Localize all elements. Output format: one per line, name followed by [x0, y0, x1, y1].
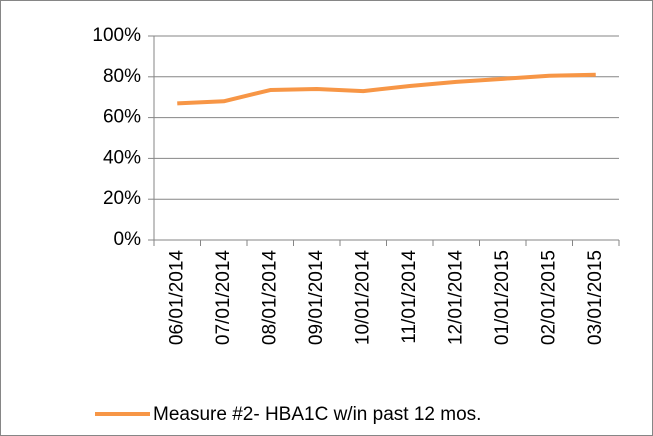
legend-label: Measure #2- HBA1C w/in past 12 mos.: [153, 404, 481, 425]
y-tick-label: 0%: [114, 229, 142, 250]
y-tick-label: 100%: [92, 25, 141, 46]
data-line: [177, 72, 596, 106]
y-tick-label: 40%: [103, 147, 141, 168]
y-tick-label: 20%: [103, 188, 141, 209]
x-tick-label: 10/01/2014: [352, 250, 373, 346]
x-tick-label: 12/01/2014: [445, 250, 466, 346]
x-tick-label: 09/01/2014: [306, 250, 327, 346]
x-tick-label: 01/01/2015: [492, 250, 513, 345]
x-tick-label: 06/01/2014: [166, 250, 187, 346]
x-tick-label: 07/01/2014: [213, 250, 234, 346]
x-tick-label: 03/01/2015: [585, 250, 606, 345]
x-tick-label: 08/01/2014: [259, 250, 280, 346]
y-tick-label: 60%: [103, 107, 141, 128]
x-tick-label: 02/01/2015: [538, 250, 559, 345]
x-tick-label: 11/01/2014: [399, 250, 420, 344]
y-tick-label: 80%: [103, 66, 141, 87]
